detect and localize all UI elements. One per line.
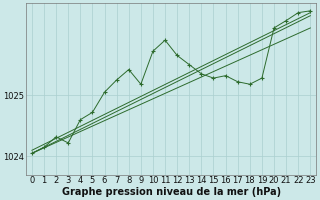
X-axis label: Graphe pression niveau de la mer (hPa): Graphe pression niveau de la mer (hPa) [61,187,281,197]
